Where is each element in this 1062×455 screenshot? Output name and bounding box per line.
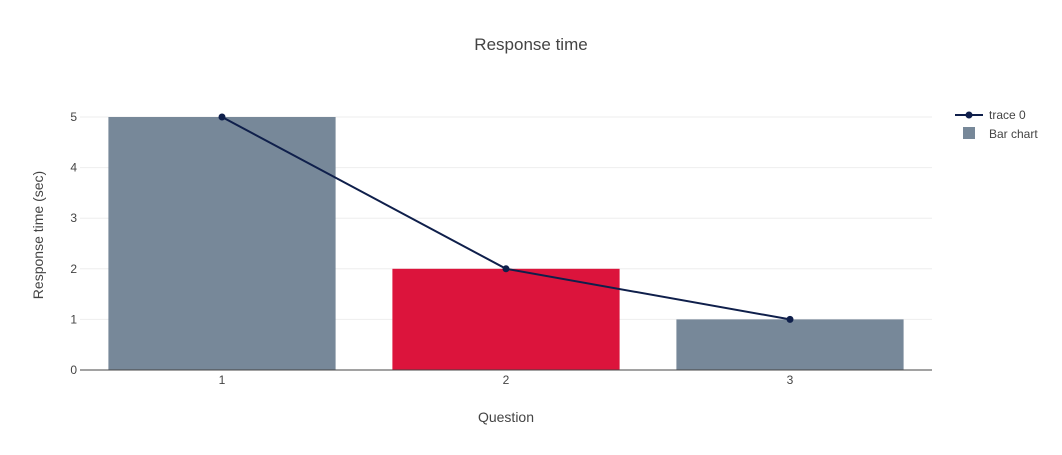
legend-item-bar-chart[interactable]: Bar chart bbox=[963, 127, 1038, 141]
x-tick-label: 1 bbox=[219, 373, 226, 387]
line-point bbox=[218, 113, 226, 121]
y-tick-label: 3 bbox=[70, 211, 77, 225]
y-tick-label: 4 bbox=[70, 161, 77, 175]
y-tick-labels: 0 1 2 3 4 5 bbox=[70, 110, 77, 377]
bar bbox=[392, 268, 620, 370]
bar bbox=[676, 319, 904, 370]
y-tick-label: 0 bbox=[70, 363, 77, 377]
line-point bbox=[502, 265, 510, 273]
chart-title: Response time bbox=[474, 35, 587, 54]
line-point bbox=[786, 315, 794, 323]
legend-label-bar-chart: Bar chart bbox=[989, 127, 1038, 141]
y-axis-title: Response time (sec) bbox=[30, 171, 46, 299]
legend-item-trace-0[interactable]: trace 0 bbox=[955, 108, 1026, 122]
y-tick-label: 1 bbox=[70, 312, 77, 326]
x-tick-label: 2 bbox=[503, 373, 510, 387]
legend-marker-swatch bbox=[965, 111, 973, 119]
x-tick-labels: 1 2 3 bbox=[219, 373, 794, 387]
line-series bbox=[218, 113, 794, 323]
legend-bar-swatch bbox=[963, 127, 975, 139]
x-tick-label: 3 bbox=[787, 373, 794, 387]
bar-series bbox=[108, 117, 904, 370]
bar bbox=[108, 117, 336, 370]
x-axis-title: Question bbox=[478, 409, 534, 425]
y-tick-label: 2 bbox=[70, 262, 77, 276]
y-tick-label: 5 bbox=[70, 110, 77, 124]
legend[interactable]: trace 0 Bar chart bbox=[955, 108, 1038, 141]
legend-label-trace-0: trace 0 bbox=[989, 108, 1026, 122]
